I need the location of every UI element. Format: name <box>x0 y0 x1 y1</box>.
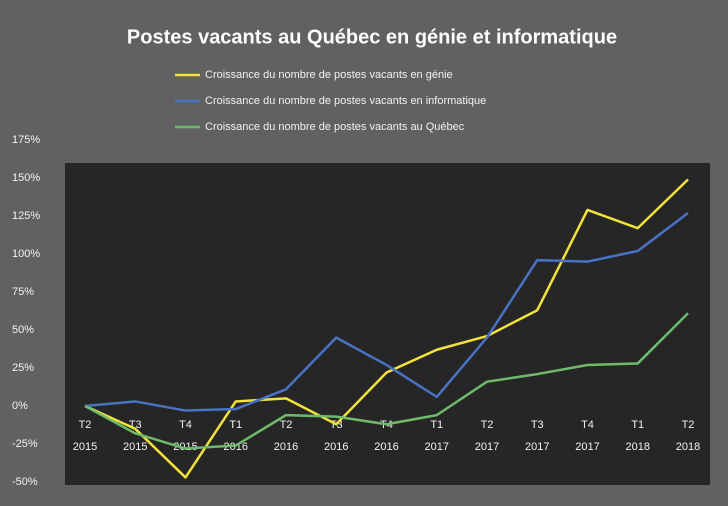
x-tick-label: 2017 <box>525 441 549 453</box>
x-tick-label: 2017 <box>425 441 449 453</box>
y-tick-label: 125% <box>12 210 40 222</box>
x-tick-label: 2016 <box>324 441 348 453</box>
x-tick-label: T2 <box>280 419 293 431</box>
x-tick-label: 2015 <box>123 441 147 453</box>
x-tick-label: 2016 <box>274 441 298 453</box>
y-tick-label: -50% <box>12 476 38 488</box>
y-tick-label: 75% <box>12 286 34 298</box>
plot-area <box>65 163 710 485</box>
x-tick-label: 2016 <box>224 441 248 453</box>
x-tick-label: T2 <box>79 419 92 431</box>
x-tick-label: T2 <box>481 419 494 431</box>
x-tick-label: T1 <box>631 419 644 431</box>
x-tick-label: 2018 <box>676 441 700 453</box>
chart-title: Postes vacants au Québec en génie et inf… <box>127 26 617 48</box>
y-tick-label: 0% <box>12 400 28 412</box>
x-tick-label: T4 <box>581 419 594 431</box>
series-line <box>84 178 689 479</box>
y-tick-label: 150% <box>12 172 40 184</box>
x-tick-label: T2 <box>682 419 695 431</box>
x-tick-label: 2016 <box>374 441 398 453</box>
y-tick-label: 175% <box>12 134 40 146</box>
x-tick-label: T1 <box>430 419 443 431</box>
x-tick-label: T3 <box>531 419 544 431</box>
y-tick-label: -25% <box>12 438 38 450</box>
legend-label: Croissance du nombre de postes vacants a… <box>205 121 465 133</box>
x-tick-label: T4 <box>179 419 192 431</box>
series-line <box>84 312 689 450</box>
x-tick-label: 2018 <box>626 441 650 453</box>
y-tick-label: 100% <box>12 248 40 260</box>
legend-label: Croissance du nombre de postes vacants e… <box>205 95 486 107</box>
x-tick-label: 2015 <box>73 441 97 453</box>
x-tick-label: 2017 <box>575 441 599 453</box>
x-tick-label: 2017 <box>475 441 499 453</box>
y-tick-label: 50% <box>12 324 34 336</box>
x-tick-label: T1 <box>229 419 242 431</box>
legend-label: Croissance du nombre de postes vacants e… <box>205 69 453 81</box>
x-tick-label: 2015 <box>173 441 197 453</box>
y-tick-label: 25% <box>12 362 34 374</box>
series-line <box>84 211 689 412</box>
